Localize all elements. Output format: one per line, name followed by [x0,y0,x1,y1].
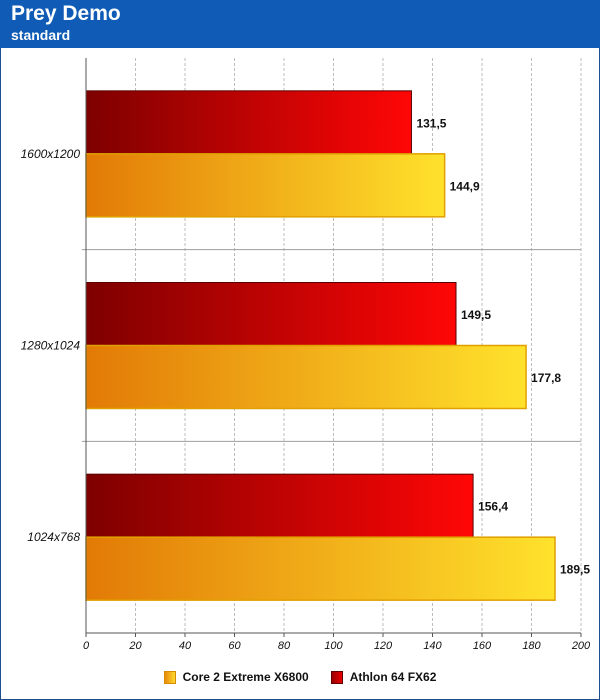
x-tick-label-160: 160 [473,640,492,652]
category-label-1280x1024: 1280x1024 [21,339,81,353]
data-label-core-1600x1200: 144,9 [450,179,480,193]
x-tick-label-120: 120 [374,640,393,652]
x-tick-label-60: 60 [228,640,241,652]
x-tick-label-140: 140 [423,640,442,652]
legend-label-core: Core 2 Extreme X6800 [182,670,309,684]
legend-swatch-athlon [330,670,343,684]
chart-header: Prey Demo standard [0,0,600,48]
legend-item-athlon: Athlon 64 FX62 [330,670,437,684]
legend: Core 2 Extreme X6800 Athlon 64 FX62 [0,665,600,689]
data-label-core-1280x1024: 177,8 [531,371,561,385]
data-label-athlon-1024x768: 156,4 [478,500,508,514]
legend-label-athlon: Athlon 64 FX62 [349,670,437,684]
bar-core-1280x1024 [85,344,527,410]
category-label-1600x1200: 1600x1200 [21,147,81,161]
x-tick-label-200: 200 [571,640,591,652]
data-label-athlon-1280x1024: 149,5 [461,308,491,322]
data-label-athlon-1600x1200: 131,5 [416,116,446,130]
x-tick-label-80: 80 [278,640,291,652]
chart-subtitle: standard [11,27,71,43]
bar-core-1024x768 [85,536,556,601]
bar-core-1600x1200 [85,153,446,218]
x-tick-label-20: 20 [128,640,142,652]
category-label-1024x768: 1024x768 [27,530,80,544]
x-tick-label-0: 0 [83,640,90,652]
legend-item-core: Core 2 Extreme X6800 [163,670,309,684]
x-tick-label-100: 100 [324,640,343,652]
legend-swatch-core [163,670,176,684]
chart-title: Prey Demo [11,2,121,25]
bar-athlon-1024x768 [85,473,474,538]
data-label-core-1024x768: 189,5 [560,563,590,577]
x-tick-label-40: 40 [179,640,192,652]
bar-chart: 131,5 144,9 1600x1200 149,5 177,8 1280x1024 15… [21,58,591,652]
bar-athlon-1280x1024 [85,282,457,346]
x-tick-label-180: 180 [522,640,541,652]
bar-athlon-1600x1200 [85,90,412,155]
